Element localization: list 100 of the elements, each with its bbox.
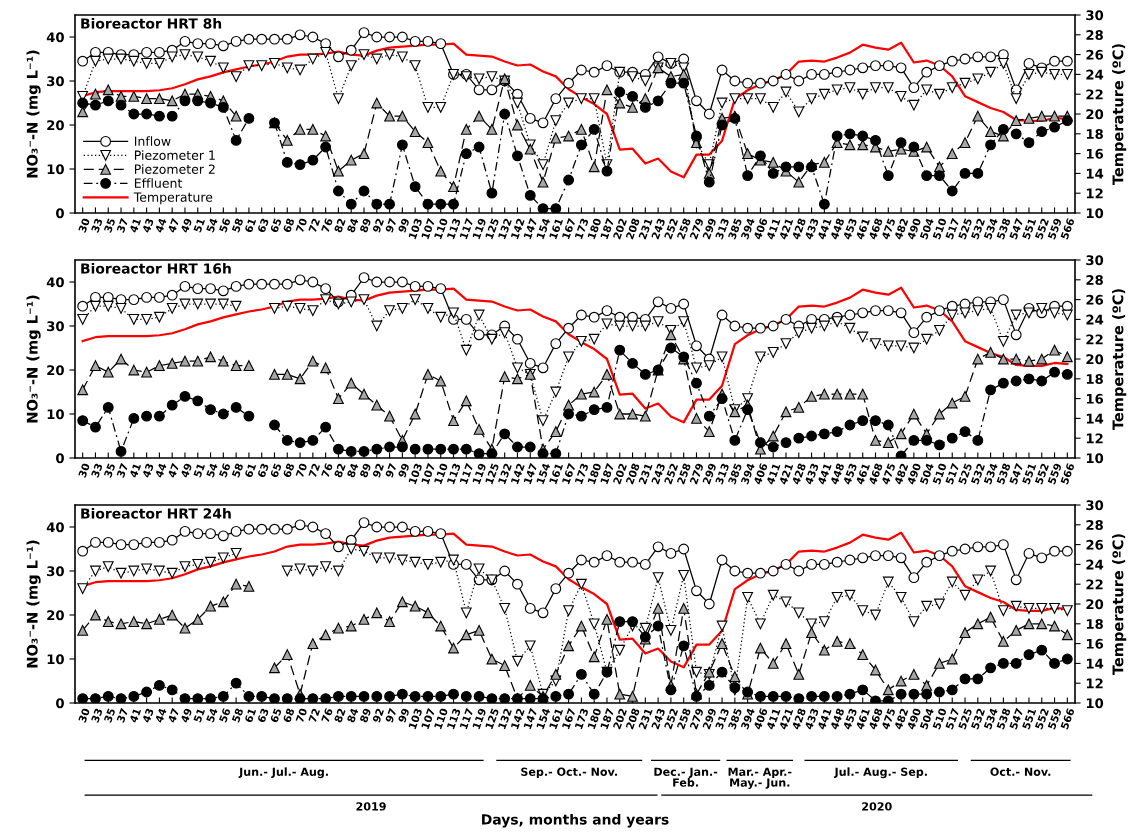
x-tick-label: 258 — [676, 462, 692, 485]
x-tick-label: 92 — [372, 218, 385, 234]
x-tick-label: 534 — [983, 217, 999, 240]
x-tick-label: 525 — [958, 707, 973, 730]
x-tick-label: 202 — [612, 218, 628, 240]
x-tick-label: 56 — [218, 217, 231, 233]
x-tick-label: 532 — [970, 463, 986, 485]
x-tick-label: 441 — [817, 217, 832, 240]
x-tick-label: 68 — [282, 217, 295, 233]
x-tick-label: 180 — [587, 217, 602, 240]
x-tick-label: 252 — [663, 218, 679, 240]
y2-tick-label: 20 — [1086, 109, 1104, 120]
y2-tick-label: 30 — [1086, 255, 1104, 266]
x-tick-label: 132 — [497, 218, 512, 240]
x-tick-label: 534 — [983, 462, 999, 485]
x-tick-label: 299 — [702, 707, 717, 730]
x-tick-label: 566 — [1060, 217, 1075, 240]
y2-tick-label: 24 — [1086, 69, 1104, 80]
x-tick-label: 30 — [78, 217, 91, 233]
x-tick-label: 161 — [548, 707, 564, 730]
x-tick-label: 167 — [561, 218, 576, 240]
x-tick-label: 142 — [510, 218, 525, 240]
x-tick-label: 117 — [459, 708, 474, 730]
y-tick-label: 30 — [47, 321, 64, 332]
x-tick-label: 84 — [346, 462, 359, 478]
x-tick-label: 110 — [433, 217, 449, 240]
x-tick-label: 68 — [282, 462, 295, 478]
x-tick-label: 132 — [497, 708, 512, 730]
x-tick-label: 167 — [561, 463, 576, 485]
x-tick-label: 43 — [141, 218, 154, 234]
x-tick-label: 125 — [485, 217, 500, 240]
x-tick-label: 510 — [932, 462, 947, 485]
x-tick-label: 70 — [295, 217, 308, 233]
text: Dec.- Jan.- Feb. — [654, 767, 718, 787]
y-tick-label: 20 — [47, 365, 64, 376]
x-tick-label: 517 — [945, 218, 960, 240]
x-tick-label: 231 — [638, 707, 653, 730]
x-tick-label: 504 — [919, 707, 935, 730]
y-tick-label: 30 — [47, 76, 64, 87]
x-tick-label: 208 — [625, 462, 640, 485]
x-tick-label: 475 — [881, 707, 896, 730]
x-tick-label: 551 — [1022, 707, 1037, 730]
x-tick-label: 411 — [766, 217, 781, 240]
x-tick-label: 49 — [180, 217, 193, 234]
chart-title: Bioreactor HRT 8h — [81, 17, 222, 29]
x-tick-label: 441 — [817, 462, 832, 485]
y-tick-label: 10 — [47, 409, 64, 420]
y-tick-label: 40 — [46, 32, 64, 43]
x-tick-label: 448 — [830, 707, 845, 730]
text: Sep.- Oct.- Nov. — [521, 767, 617, 779]
x-tick-label: 43 — [141, 708, 154, 724]
x-tick-label: 208 — [625, 707, 640, 730]
x-tick-label: 58 — [231, 217, 244, 233]
x-tick-label: 61 — [244, 462, 257, 478]
x-tick-label: 538 — [996, 462, 1011, 485]
y2-tick-label: 30 — [1086, 500, 1104, 511]
x-tick-label: 504 — [919, 217, 935, 240]
x-tick-label: 56 — [218, 707, 231, 723]
x-tick-label: 63 — [257, 708, 269, 723]
x-tick-label: 103 — [408, 463, 423, 485]
x-tick-label: 394 — [740, 217, 756, 240]
x-tick-label: 173 — [574, 218, 589, 240]
y2-tick-label: 26 — [1086, 49, 1104, 60]
x-tick-label: 92 — [372, 708, 385, 724]
x-tick-label: 35 — [103, 217, 116, 233]
x-tick-label: 180 — [587, 462, 602, 485]
y-tick-label: 0 — [56, 698, 64, 709]
x-tick-label: 37 — [116, 708, 129, 723]
x-tick-label: 119 — [472, 462, 487, 485]
x-tick-label: 117 — [459, 218, 474, 240]
y2-tick-label: 12 — [1086, 433, 1103, 444]
x-tick-label: 385 — [727, 462, 743, 485]
x-tick-label: 33 — [90, 463, 103, 478]
x-tick-label: 142 — [510, 708, 525, 730]
x-tick-label: 433 — [804, 463, 819, 485]
x-tick-label: 37 — [116, 218, 129, 233]
x-tick-label: 58 — [231, 462, 244, 478]
x-tick-label: 504 — [919, 462, 935, 485]
x-tick-label: 252 — [663, 463, 679, 485]
x-tick-label: 61 — [244, 217, 257, 233]
x-tick-label: 99 — [397, 462, 410, 479]
x-tick-label: 313 — [715, 218, 730, 240]
y-tick-label: 40 — [46, 277, 64, 288]
legend-label: Effluent — [134, 178, 183, 188]
x-tick-label: 47 — [167, 463, 180, 479]
x-tick-label: 103 — [408, 218, 423, 240]
x-tick-label: 41 — [129, 217, 142, 234]
x-tick-label: 99 — [397, 217, 410, 234]
x-tick-label: 97 — [384, 463, 397, 479]
y2-tick-label: 14 — [1086, 168, 1104, 179]
x-tick-label: 44 — [154, 217, 167, 234]
x-tick-label: 49 — [180, 462, 193, 479]
x-tick-label: 35 — [103, 462, 116, 478]
x-tick-label: 119 — [472, 217, 487, 240]
x-tick-label: 510 — [932, 707, 947, 730]
x-tick-label: 532 — [970, 708, 986, 730]
x-tick-label: 538 — [996, 217, 1011, 240]
chart-title: Bioreactor HRT 24h — [81, 507, 231, 519]
y2-tick-label: 16 — [1086, 393, 1104, 404]
x-tick-label: 433 — [804, 708, 819, 730]
